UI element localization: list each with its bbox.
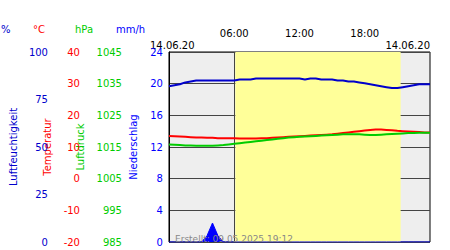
svg-text:1015: 1015: [97, 142, 122, 153]
svg-text:20: 20: [150, 78, 163, 89]
svg-text:4: 4: [157, 205, 163, 216]
svg-text:1045: 1045: [97, 47, 122, 58]
svg-text:0: 0: [157, 237, 163, 248]
svg-text:Niederschlag: Niederschlag: [128, 114, 139, 179]
svg-text:985: 985: [103, 237, 122, 248]
svg-text:18:00: 18:00: [350, 28, 379, 39]
svg-text:20: 20: [67, 110, 80, 121]
svg-text:°C: °C: [33, 24, 45, 35]
svg-text:Luftdruck: Luftdruck: [75, 123, 87, 171]
svg-text:14.06.20: 14.06.20: [385, 40, 430, 51]
svg-text:30: 30: [67, 78, 80, 89]
svg-text:12:00: 12:00: [285, 28, 314, 39]
svg-text:%: %: [1, 24, 11, 35]
svg-text:14.06.20: 14.06.20: [150, 39, 195, 51]
svg-text:mm/h: mm/h: [116, 24, 145, 35]
svg-text:06:00: 06:00: [220, 28, 249, 39]
svg-text:8: 8: [157, 173, 163, 184]
svg-text:hPa: hPa: [75, 24, 93, 35]
svg-text:Temperatur: Temperatur: [42, 118, 54, 176]
svg-text:24: 24: [150, 47, 163, 58]
svg-text:-20: -20: [64, 237, 80, 248]
svg-text:25: 25: [35, 189, 48, 200]
svg-text:1035: 1035: [97, 78, 122, 89]
svg-text:Erstellt: 09.05.2025 19:12: Erstellt: 09.05.2025 19:12: [175, 234, 293, 244]
svg-text:50: 50: [35, 142, 48, 153]
svg-text:16: 16: [150, 110, 163, 121]
svg-text:Luftfeuchtigkeit: Luftfeuchtigkeit: [8, 108, 19, 186]
svg-text:100: 100: [29, 47, 48, 58]
svg-text:0: 0: [42, 237, 48, 248]
svg-text:-10: -10: [64, 205, 80, 216]
svg-text:0: 0: [74, 173, 80, 184]
svg-text:10: 10: [67, 142, 80, 153]
svg-text:1025: 1025: [97, 110, 122, 121]
svg-text:1005: 1005: [97, 173, 122, 184]
svg-text:995: 995: [103, 205, 122, 216]
svg-text:75: 75: [35, 94, 48, 105]
svg-text:12: 12: [150, 142, 163, 153]
svg-text:40: 40: [67, 47, 80, 58]
